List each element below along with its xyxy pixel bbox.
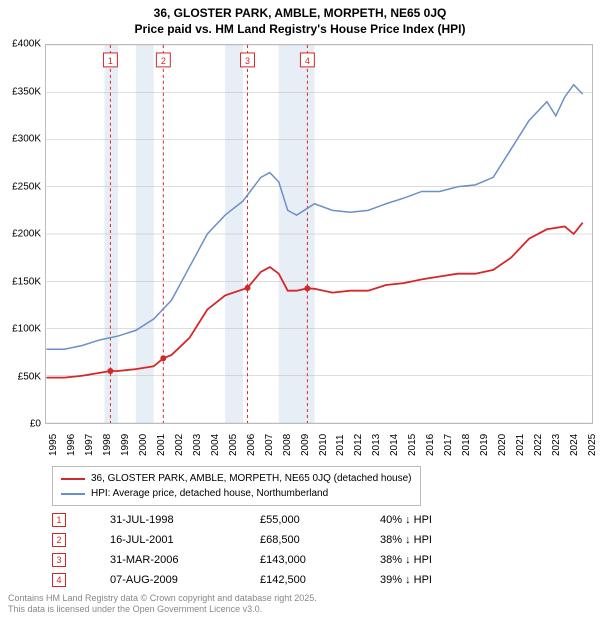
x-axis-label: 2010 bbox=[318, 434, 329, 456]
event-marker: 2 bbox=[52, 533, 66, 547]
y-axis-label: £50K bbox=[18, 371, 41, 382]
footer-line-2: This data is licensed under the Open Gov… bbox=[8, 604, 317, 616]
x-axis-label: 2013 bbox=[371, 434, 382, 456]
x-axis-label: 2024 bbox=[569, 434, 580, 456]
event-row: 4 07-AUG-2009£142,50039% ↓ HPI bbox=[52, 570, 480, 590]
x-axis-label: 2019 bbox=[479, 434, 490, 456]
event-marker: 4 bbox=[52, 573, 66, 587]
x-axis-label: 1996 bbox=[66, 434, 77, 456]
x-axis-label: 2020 bbox=[497, 434, 508, 456]
event-price: £68,500 bbox=[260, 534, 380, 546]
chart-svg: 1 2 3 4 bbox=[45, 44, 593, 424]
event-delta: 38% ↓ HPI bbox=[380, 534, 480, 546]
event-date: 31-MAR-2006 bbox=[110, 554, 260, 566]
svg-text:3: 3 bbox=[245, 56, 250, 66]
x-axis-label: 2017 bbox=[443, 434, 454, 456]
event-marker: 3 bbox=[52, 553, 66, 567]
legend-label: 36, GLOSTER PARK, AMBLE, MORPETH, NE65 0… bbox=[91, 471, 412, 486]
x-axis-label: 2004 bbox=[210, 434, 221, 456]
x-axis-label: 2018 bbox=[461, 434, 472, 456]
event-price: £143,000 bbox=[260, 554, 380, 566]
event-delta: 38% ↓ HPI bbox=[380, 554, 480, 566]
x-axis-label: 2015 bbox=[407, 434, 418, 456]
svg-text:2: 2 bbox=[161, 56, 166, 66]
x-axis-label: 2005 bbox=[228, 434, 239, 456]
x-axis-label: 2021 bbox=[515, 434, 526, 456]
title-block: 36, GLOSTER PARK, AMBLE, MORPETH, NE65 0… bbox=[0, 0, 600, 37]
y-axis-label: £400K bbox=[12, 39, 41, 50]
x-axis-label: 2000 bbox=[138, 434, 149, 456]
y-axis-label: £0 bbox=[30, 419, 41, 430]
y-axis-label: £250K bbox=[12, 181, 41, 192]
event-row: 1 31-JUL-1998£55,00040% ↓ HPI bbox=[52, 510, 480, 530]
x-axis-label: 2009 bbox=[300, 434, 311, 456]
x-axis-label: 2025 bbox=[587, 434, 598, 456]
x-axis-label: 2016 bbox=[425, 434, 436, 456]
x-axis-label: 2012 bbox=[353, 434, 364, 456]
x-axis-label: 2014 bbox=[389, 434, 400, 456]
x-axis-label: 2011 bbox=[335, 434, 346, 456]
events-table: 1 31-JUL-1998£55,00040% ↓ HPI 2 16-JUL-2001… bbox=[52, 510, 480, 590]
chart-container: 36, GLOSTER PARK, AMBLE, MORPETH, NE65 0… bbox=[0, 0, 600, 620]
event-price: £55,000 bbox=[260, 514, 380, 526]
title-line-2: Price paid vs. HM Land Registry's House … bbox=[0, 22, 600, 38]
x-axis-label: 2008 bbox=[282, 434, 293, 456]
legend-label: HPI: Average price, detached house, Nort… bbox=[91, 486, 328, 501]
event-date: 31-JUL-1998 bbox=[110, 514, 260, 526]
event-date: 16-JUL-2001 bbox=[110, 534, 260, 546]
event-row: 3 31-MAR-2006£143,00038% ↓ HPI bbox=[52, 550, 480, 570]
x-axis-label: 2006 bbox=[246, 434, 257, 456]
x-axis-label: 2001 bbox=[156, 434, 167, 456]
event-row: 2 16-JUL-2001£68,50038% ↓ HPI bbox=[52, 530, 480, 550]
x-axis-label: 2023 bbox=[551, 434, 562, 456]
x-axis-label: 1998 bbox=[102, 434, 113, 456]
legend-swatch bbox=[61, 478, 85, 480]
svg-text:4: 4 bbox=[305, 56, 310, 66]
y-axis-label: £300K bbox=[12, 134, 41, 145]
svg-text:1: 1 bbox=[108, 56, 113, 66]
x-axis-label: 1995 bbox=[48, 434, 59, 456]
x-axis-label: 2007 bbox=[264, 434, 275, 456]
legend-item: 36, GLOSTER PARK, AMBLE, MORPETH, NE65 0… bbox=[61, 471, 412, 486]
y-axis-label: £350K bbox=[12, 86, 41, 97]
y-axis-label: £200K bbox=[12, 229, 41, 240]
title-line-1: 36, GLOSTER PARK, AMBLE, MORPETH, NE65 0… bbox=[0, 6, 600, 22]
legend-swatch bbox=[61, 493, 85, 495]
event-delta: 40% ↓ HPI bbox=[380, 514, 480, 526]
x-axis-label: 1997 bbox=[84, 434, 95, 456]
chart-area: 1234 £0£50K£100K£150K£200K£250K£300K£350… bbox=[45, 44, 593, 424]
x-axis-label: 2003 bbox=[192, 434, 203, 456]
x-axis-label: 2022 bbox=[533, 434, 544, 456]
legend-item: HPI: Average price, detached house, Nort… bbox=[61, 486, 412, 501]
event-marker: 1 bbox=[52, 513, 66, 527]
y-axis-label: £150K bbox=[12, 276, 41, 287]
event-delta: 39% ↓ HPI bbox=[380, 574, 480, 586]
x-axis-label: 2002 bbox=[174, 434, 185, 456]
legend: 36, GLOSTER PARK, AMBLE, MORPETH, NE65 0… bbox=[52, 466, 421, 506]
x-axis-label: 1999 bbox=[120, 434, 131, 456]
event-date: 07-AUG-2009 bbox=[110, 574, 260, 586]
event-price: £142,500 bbox=[260, 574, 380, 586]
footer: Contains HM Land Registry data © Crown c… bbox=[8, 593, 317, 616]
y-axis-label: £100K bbox=[12, 324, 41, 335]
footer-line-1: Contains HM Land Registry data © Crown c… bbox=[8, 593, 317, 605]
